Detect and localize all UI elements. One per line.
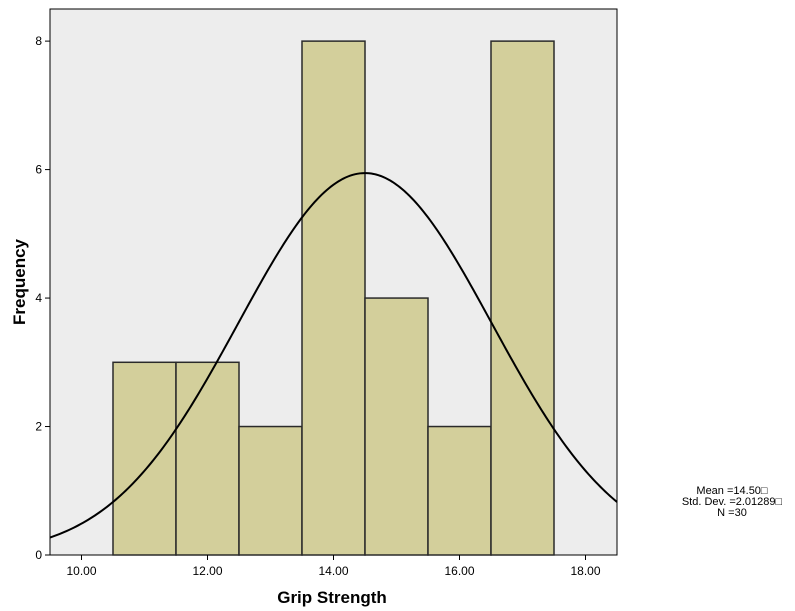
x-axis: 10.00 12.00 14.00 16.00 18.00 <box>66 555 601 578</box>
bar-4 <box>301 40 366 556</box>
x-axis-title: Grip Strength <box>277 588 387 607</box>
y-tick-label: 0 <box>35 548 42 562</box>
bar-2 <box>175 361 240 556</box>
x-tick-label: 12.00 <box>192 564 222 578</box>
bar-3 <box>238 425 303 556</box>
bar-1 <box>112 361 177 556</box>
std-dev-label: Std. Dev. =2.01289□ <box>681 496 783 508</box>
x-tick-label: 14.00 <box>318 564 348 578</box>
y-axis: 0 2 4 6 8 <box>35 34 50 562</box>
bar-5 <box>364 297 429 556</box>
x-tick-label: 18.00 <box>570 564 600 578</box>
x-tick-label: 10.00 <box>66 564 96 578</box>
y-axis-title: Frequency <box>10 238 29 325</box>
bar-6 <box>427 425 492 556</box>
x-tick-label: 16.00 <box>444 564 474 578</box>
bar-7 <box>490 40 555 556</box>
y-tick-label: 2 <box>35 420 42 434</box>
bars-group <box>112 40 555 556</box>
n-label: N =30 <box>717 507 747 519</box>
y-tick-label: 8 <box>35 34 42 48</box>
y-tick-label: 4 <box>35 291 42 305</box>
mean-label: Mean =14.50□ <box>696 485 768 497</box>
normal-curve <box>49 172 618 539</box>
statistics-box: Mean =14.50□ Std. Dev. =2.01289□ N =30 <box>662 486 795 519</box>
y-tick-label: 6 <box>35 163 42 177</box>
